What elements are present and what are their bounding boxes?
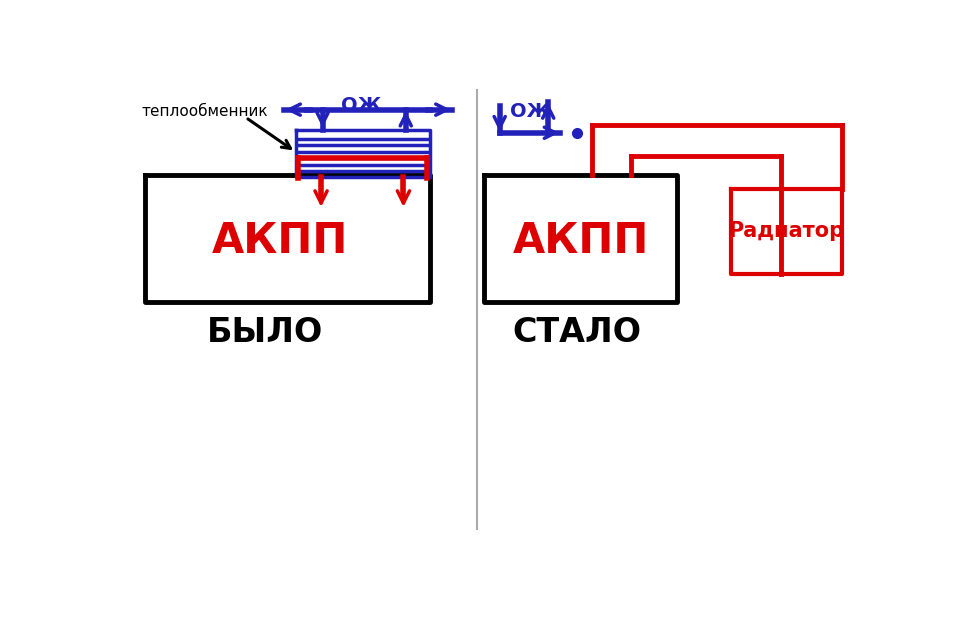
Text: ОЖ: ОЖ (511, 102, 551, 121)
Text: СТАЛО: СТАЛО (513, 316, 641, 349)
Text: ОЖ: ОЖ (341, 96, 381, 115)
Text: Радиатор: Радиатор (729, 221, 845, 241)
Text: БЫЛО: БЫЛО (206, 316, 323, 349)
Text: АКПП: АКПП (513, 219, 649, 261)
Text: теплообменник: теплообменник (142, 104, 268, 119)
Text: АКПП: АКПП (212, 219, 348, 261)
